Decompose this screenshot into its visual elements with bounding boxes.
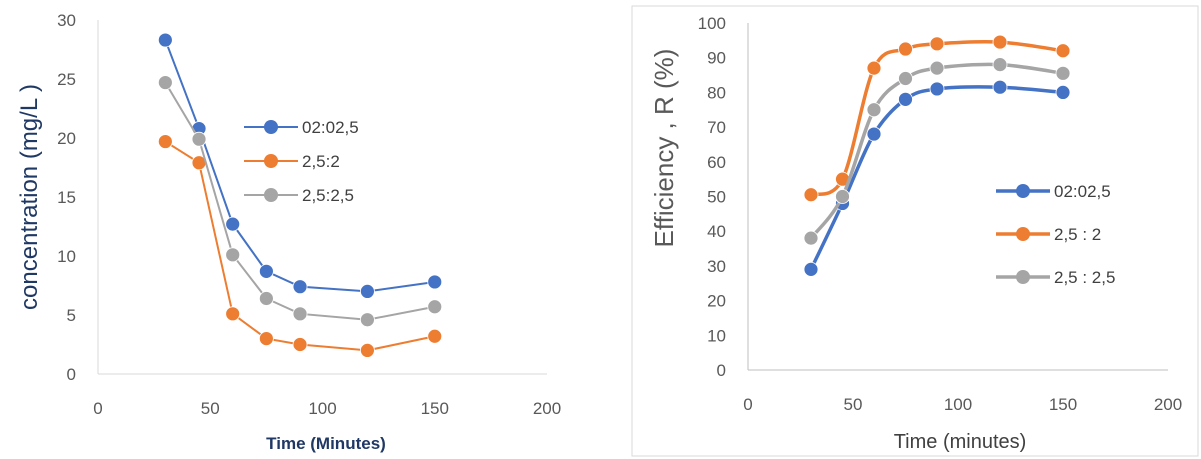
x-tick-label: 150 (421, 399, 449, 418)
y-tick-label: 20 (57, 129, 76, 148)
legend-label: 2,5:2,5 (302, 186, 354, 205)
y-tick-label: 60 (707, 153, 726, 172)
data-point (359, 283, 375, 299)
y-tick-label: 20 (707, 292, 726, 311)
data-point (157, 134, 173, 149)
data-point (1055, 65, 1071, 81)
x-tick-label: 200 (1154, 395, 1182, 414)
legend-label: 02:02,5 (302, 118, 359, 137)
legend-label: 2,5 : 2,5 (1054, 268, 1115, 287)
data-point (898, 71, 913, 86)
x-tick-label: 0 (93, 399, 102, 418)
y-tick-label: 5 (67, 306, 76, 325)
data-point (866, 102, 882, 118)
data-point (359, 312, 375, 328)
x-tick-label: 0 (743, 395, 752, 414)
legend-marker (1016, 184, 1030, 198)
data-point (803, 230, 819, 246)
y-tick-label: 30 (707, 257, 726, 276)
data-point (803, 187, 819, 203)
y-tick-label: 10 (57, 247, 76, 266)
y-tick-label: 0 (717, 361, 726, 380)
x-tick-label: 200 (533, 399, 561, 418)
data-point (898, 41, 913, 57)
efficiency-chart: 0 50 100 150 200 0 10 20 30 40 50 60 70 80 90 100 Time (… (649, 14, 1182, 453)
legend-marker (1016, 227, 1030, 241)
data-point (427, 274, 443, 290)
x-tick-label: 150 (1049, 395, 1077, 414)
legend-marker (264, 188, 278, 202)
data-point (427, 328, 443, 344)
x-tick-label: 100 (308, 399, 336, 418)
data-point (258, 291, 274, 306)
data-point (992, 34, 1008, 50)
legend-marker (1016, 270, 1030, 284)
data-point (929, 81, 945, 97)
y-tick-label: 100 (698, 14, 726, 33)
data-point (929, 36, 945, 52)
x-tick-label: 100 (944, 395, 972, 414)
y-tick-label: 15 (57, 188, 76, 207)
legend-label: 2,5:2 (302, 152, 340, 171)
data-point (157, 32, 173, 48)
data-point (359, 342, 375, 358)
y-axis-title: Efficiency , R (%) (649, 49, 679, 248)
y-tick-label: 25 (57, 70, 76, 89)
y-tick-label: 90 (707, 49, 726, 68)
data-point (898, 91, 913, 107)
legend-marker (264, 120, 278, 134)
y-axis-title: concentration (mg/L ) (16, 84, 43, 310)
data-point (292, 279, 308, 295)
y-tick-label: 80 (707, 83, 726, 102)
data-point (225, 247, 241, 263)
x-axis-title: Time (Minutes) (266, 434, 386, 453)
data-point (929, 60, 945, 76)
legend-label: 02:02,5 (1054, 182, 1111, 201)
y-tick-label: 50 (707, 188, 726, 207)
concentration-chart: 0 50 100 150 200 0 5 10 15 20 25 30 Time (Minutes) co… (16, 11, 561, 453)
legend-label: 2,5 : 2 (1054, 225, 1101, 244)
data-point (258, 263, 274, 279)
data-point (157, 75, 173, 90)
data-point (225, 306, 241, 322)
y-tick-label: 70 (707, 118, 726, 137)
data-point (225, 216, 241, 232)
legend-marker (264, 154, 278, 168)
y-tick-label: 40 (707, 222, 726, 241)
data-point (292, 306, 308, 322)
data-point (292, 337, 308, 352)
data-point (1055, 85, 1071, 100)
y-tick-label: 10 (707, 326, 726, 345)
x-tick-label: 50 (844, 395, 863, 414)
data-point (427, 299, 443, 315)
data-point (835, 189, 850, 204)
data-point (992, 79, 1008, 95)
data-point (866, 60, 882, 76)
data-point (866, 126, 882, 142)
data-point (803, 261, 819, 277)
data-point (1055, 43, 1071, 59)
data-point (992, 57, 1008, 73)
data-point (191, 131, 207, 147)
right-chart-frame (631, 5, 1199, 457)
y-tick-label: 30 (57, 11, 76, 30)
y-tick-label: 0 (67, 365, 76, 384)
x-axis-title: Time (minutes) (894, 431, 1027, 453)
data-point (258, 331, 274, 347)
x-tick-label: 50 (201, 399, 220, 418)
